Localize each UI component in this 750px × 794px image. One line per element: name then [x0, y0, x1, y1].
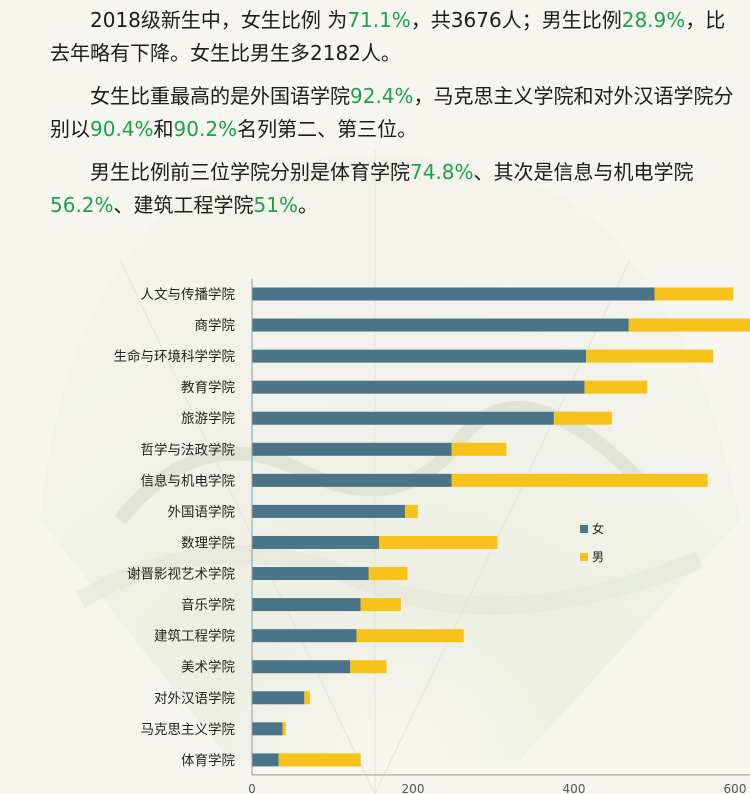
paragraph-text: 名列第二、第三位。: [237, 117, 418, 141]
paragraph-text: 、建筑工程学院: [113, 193, 254, 217]
category-label: 谢晋影视艺术学院: [127, 567, 235, 583]
bar-female: [252, 722, 283, 736]
paragraph-text: ，比去年略有下降。女生比男生多2182人。: [50, 8, 726, 65]
paragraph-text: 、其次是信息与机电学院: [473, 160, 694, 184]
bar-female: [252, 504, 405, 518]
bar-female: [252, 567, 369, 581]
highlight-number: 56.2%: [50, 193, 114, 217]
legend-label-female: 女: [592, 521, 604, 536]
category-label: 旅游学院: [181, 411, 235, 427]
x-tick-label: 600: [724, 782, 747, 794]
highlight-number: 51%: [253, 193, 298, 217]
paragraph-text: 女生比重最高的是外国语学院: [90, 84, 350, 108]
description-text: 2018级新生中，女生比例 为71.1%，共3676人；男生比例28.9%，比去…: [50, 4, 740, 232]
bar-female: [252, 349, 587, 363]
highlight-number: 90.2%: [173, 117, 238, 141]
category-label: 外国语学院: [168, 504, 236, 520]
x-tick-label: 200: [402, 782, 425, 794]
bar-male: [304, 691, 310, 705]
bar-male: [404, 504, 418, 518]
bar-male: [451, 442, 507, 456]
bar-male: [584, 380, 648, 394]
category-label: 数理学院: [181, 535, 235, 551]
category-label: 商学院: [195, 318, 236, 334]
bar-male: [282, 722, 286, 736]
bar-female: [252, 691, 305, 705]
bar-female: [252, 411, 554, 425]
bar-male: [379, 535, 498, 549]
paragraph-text: ，马克思主义学院和对外汉语学院分别以: [50, 84, 734, 141]
category-label: 教育学院: [181, 380, 235, 396]
bar-female: [252, 598, 361, 612]
category-label: 建筑工程学院: [154, 629, 235, 645]
category-label: 人文与传播学院: [141, 287, 236, 303]
paragraph-text: 和: [153, 117, 174, 141]
paragraph-text: 男生比例前三位学院分别是体育学院: [90, 160, 410, 184]
legend-swatch-male: [580, 553, 588, 561]
bar-male: [654, 287, 734, 301]
legend-label-male: 男: [592, 550, 604, 564]
bar-male: [586, 349, 714, 363]
paragraph-text: ，共3676人；男生比例: [410, 8, 622, 32]
bar-female: [252, 535, 380, 549]
bar-female: [252, 442, 452, 456]
category-label: 信息与机电学院: [141, 472, 236, 489]
bar-male: [368, 567, 408, 581]
stacked-bar-chart: 人文与传播学院商学院生命与环境科学学院教育学院旅游学院哲学与法政学院信息与机电学…: [114, 279, 750, 794]
bar-male: [451, 473, 708, 487]
bar-male: [553, 411, 612, 425]
paragraph-3: 男生比例前三位学院分别是体育学院74.8%、其次是信息与机电学院 56.2%、建筑…: [50, 156, 740, 222]
bar-male: [628, 318, 750, 332]
x-tick-label: 400: [563, 782, 586, 794]
bar-female: [252, 287, 655, 301]
highlight-number: 74.8%: [410, 160, 474, 184]
highlight-number: 92.4%: [350, 84, 414, 108]
category-label: 马克思主义学院: [141, 722, 236, 738]
category-label: 美术学院: [181, 660, 235, 676]
bar-female: [252, 380, 585, 394]
bar-female: [252, 753, 279, 767]
highlight-number: 90.4%: [90, 117, 154, 141]
paragraph-text: 。: [298, 193, 318, 217]
bar-female: [252, 660, 351, 674]
x-tick-label: 0: [248, 782, 256, 794]
paragraph-2: 女生比重最高的是外国语学院92.4%，马克思主义学院和对外汉语学院分别以90.4…: [50, 80, 740, 146]
category-label: 音乐学院: [181, 597, 235, 614]
category-label: 生命与环境科学学院: [114, 348, 236, 365]
highlight-number: 71.1%: [347, 8, 411, 32]
category-label: 体育学院: [181, 753, 235, 769]
bar-male: [356, 629, 464, 643]
paragraph-1: 2018级新生中，女生比例 为71.1%，共3676人；男生比例28.9%，比去…: [50, 4, 740, 70]
legend-swatch-female: [580, 525, 588, 533]
paragraph-text: 2018级新生中，女生比例 为: [90, 8, 348, 32]
bar-female: [252, 473, 452, 487]
bar-male: [360, 598, 401, 612]
bar-male: [350, 660, 387, 674]
highlight-number: 28.9%: [621, 8, 686, 32]
bar-male: [278, 753, 361, 767]
category-label: 哲学与法政学院: [141, 442, 236, 458]
bar-female: [252, 629, 357, 643]
bar-female: [252, 318, 629, 332]
category-label: 对外汉语学院: [154, 691, 235, 707]
